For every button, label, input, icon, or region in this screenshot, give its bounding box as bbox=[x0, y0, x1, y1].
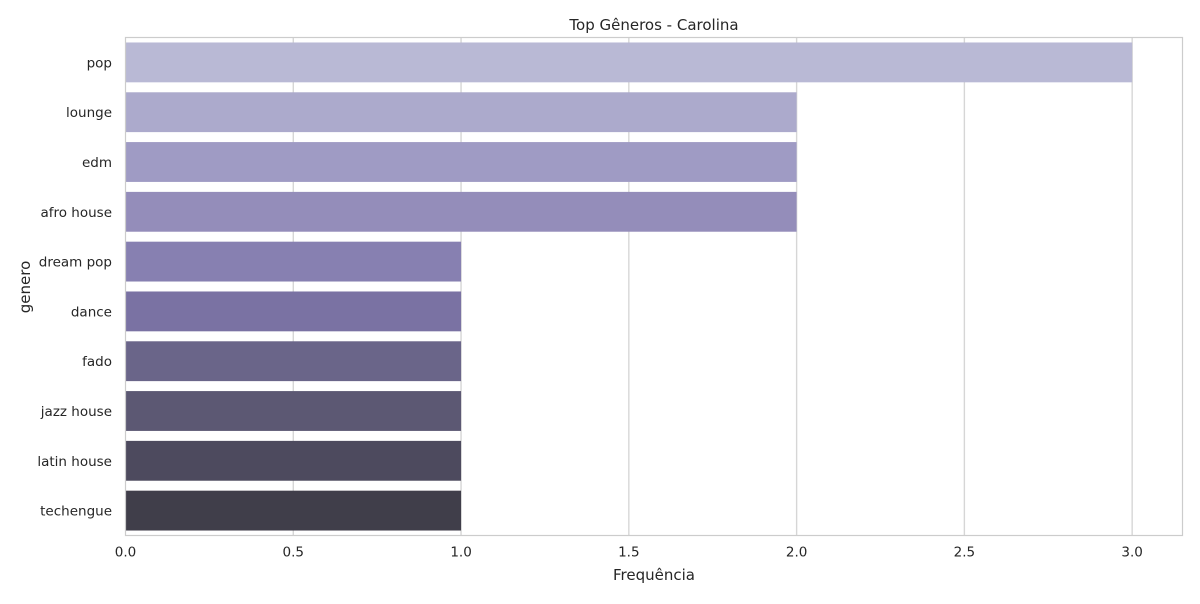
y-tick-label: dance bbox=[71, 304, 112, 320]
bar bbox=[125, 440, 462, 481]
y-tick-label: fado bbox=[82, 354, 112, 370]
x-axis-label: Frequência bbox=[613, 566, 695, 584]
x-tick-label: 0.5 bbox=[283, 545, 304, 561]
x-tick-label: 2.5 bbox=[954, 545, 975, 561]
bar bbox=[125, 291, 462, 332]
y-tick-label: jazz house bbox=[40, 404, 112, 420]
x-tick-label: 1.0 bbox=[450, 545, 471, 561]
bar bbox=[125, 341, 462, 382]
y-tick-label: techengue bbox=[40, 504, 112, 520]
y-tick-labels: pop lounge edm afro house dream pop dance fado… bbox=[37, 55, 112, 519]
x-tick-label: 2.0 bbox=[786, 545, 807, 561]
y-tick-label: latin house bbox=[37, 454, 112, 470]
bar bbox=[125, 191, 797, 232]
chart-title: Top Gêneros - Carolina bbox=[568, 16, 738, 34]
y-tick-label: edm bbox=[82, 155, 112, 171]
y-tick-label: lounge bbox=[66, 105, 112, 121]
bar bbox=[125, 42, 1133, 83]
y-tick-label: pop bbox=[87, 55, 112, 71]
bar bbox=[125, 490, 462, 531]
bars bbox=[125, 42, 1133, 531]
y-axis-label: genero bbox=[16, 261, 34, 314]
plot-frame bbox=[124, 36, 1184, 537]
y-tick-label: dream pop bbox=[39, 255, 112, 271]
bar bbox=[125, 391, 462, 431]
x-tick-labels: 0.0 0.5 1.0 1.5 2.0 2.5 3.0 bbox=[115, 545, 1143, 561]
x-tick-label: 1.5 bbox=[618, 545, 639, 561]
bar bbox=[125, 241, 462, 282]
y-tick-label: afro house bbox=[40, 205, 112, 221]
x-tick-label: 0.0 bbox=[115, 545, 136, 561]
bar bbox=[125, 92, 797, 133]
x-tick-label: 3.0 bbox=[1121, 545, 1142, 561]
bar bbox=[125, 142, 797, 182]
